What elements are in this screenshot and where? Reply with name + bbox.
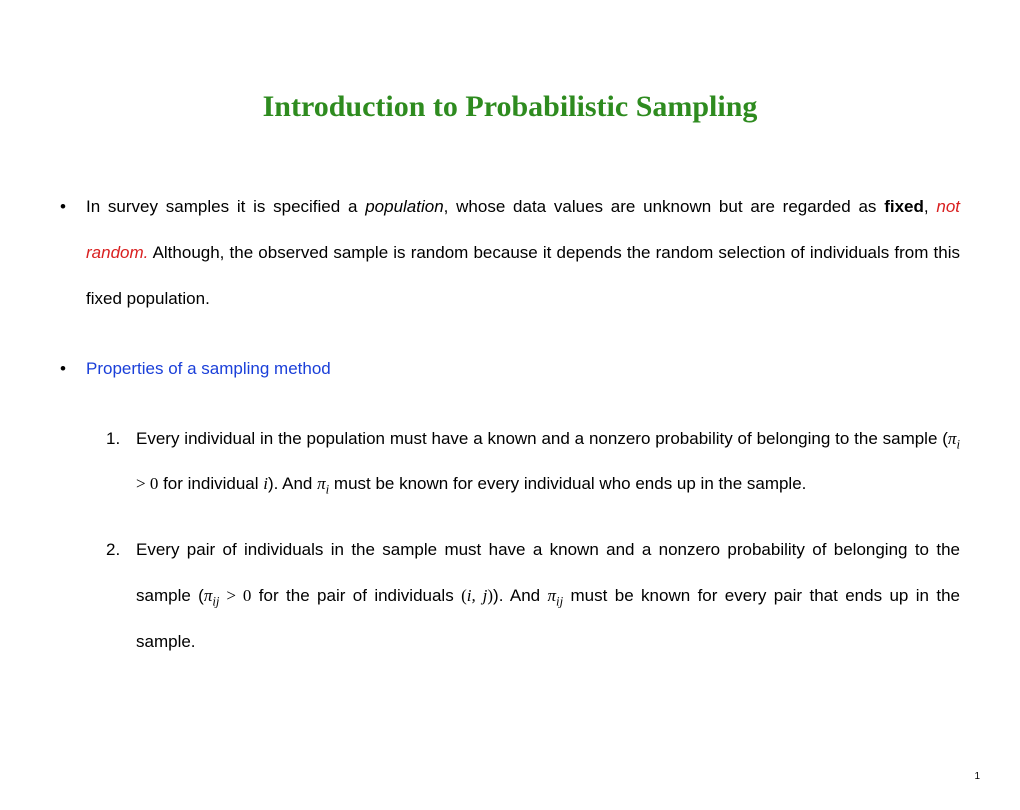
page-title: Introduction to Probabilistic Sampling (60, 90, 960, 124)
gt0: > 0 (136, 474, 158, 493)
bullet-marker: • (60, 184, 86, 322)
num-label-1: 1. (106, 416, 136, 508)
i1-t2: for individual (158, 474, 263, 493)
b1-population: population (365, 197, 443, 216)
i2-t2: for the pair of individuals (251, 586, 461, 605)
b1-comma: , (924, 197, 936, 216)
i1-t3: ). And (268, 474, 317, 493)
b1-mid1: , whose data values are unknown but are … (444, 197, 885, 216)
num-text-1: Every individual in the population must … (136, 416, 960, 508)
bullet-marker: • (60, 346, 86, 392)
pi-symbol: π (548, 586, 557, 605)
bullet-item-1: • In survey samples it is specified a po… (60, 184, 960, 322)
properties-heading: Properties of a sampling method (86, 359, 331, 378)
bullet-item-2: • Properties of a sampling method (60, 346, 960, 392)
bullet-text-2: Properties of a sampling method (86, 346, 960, 392)
num-text-2: Every pair of individuals in the sample … (136, 527, 960, 665)
pi-symbol: π (317, 474, 326, 493)
b1-fixed: fixed (884, 197, 924, 216)
numbered-item-1: 1. Every individual in the population mu… (106, 416, 960, 508)
gt0: > 0 (219, 586, 251, 605)
numbered-list: 1. Every individual in the population mu… (106, 416, 960, 665)
i2-t3: ). And (493, 586, 547, 605)
pair-ij: i, j (467, 586, 488, 605)
b1-post: Although, the observed sample is random … (86, 243, 960, 308)
page-number: 1 (974, 771, 980, 782)
i1-t4: must be known for every individual who e… (329, 474, 806, 493)
b1-pre: In survey samples it is specified a (86, 197, 365, 216)
content-body: • In survey samples it is specified a po… (60, 184, 960, 665)
num-label-2: 2. (106, 527, 136, 665)
bullet-text-1: In survey samples it is specified a popu… (86, 184, 960, 322)
sub-i: i (956, 437, 960, 451)
numbered-item-2: 2. Every pair of individuals in the samp… (106, 527, 960, 665)
i1-t1: Every individual in the population must … (136, 429, 948, 448)
